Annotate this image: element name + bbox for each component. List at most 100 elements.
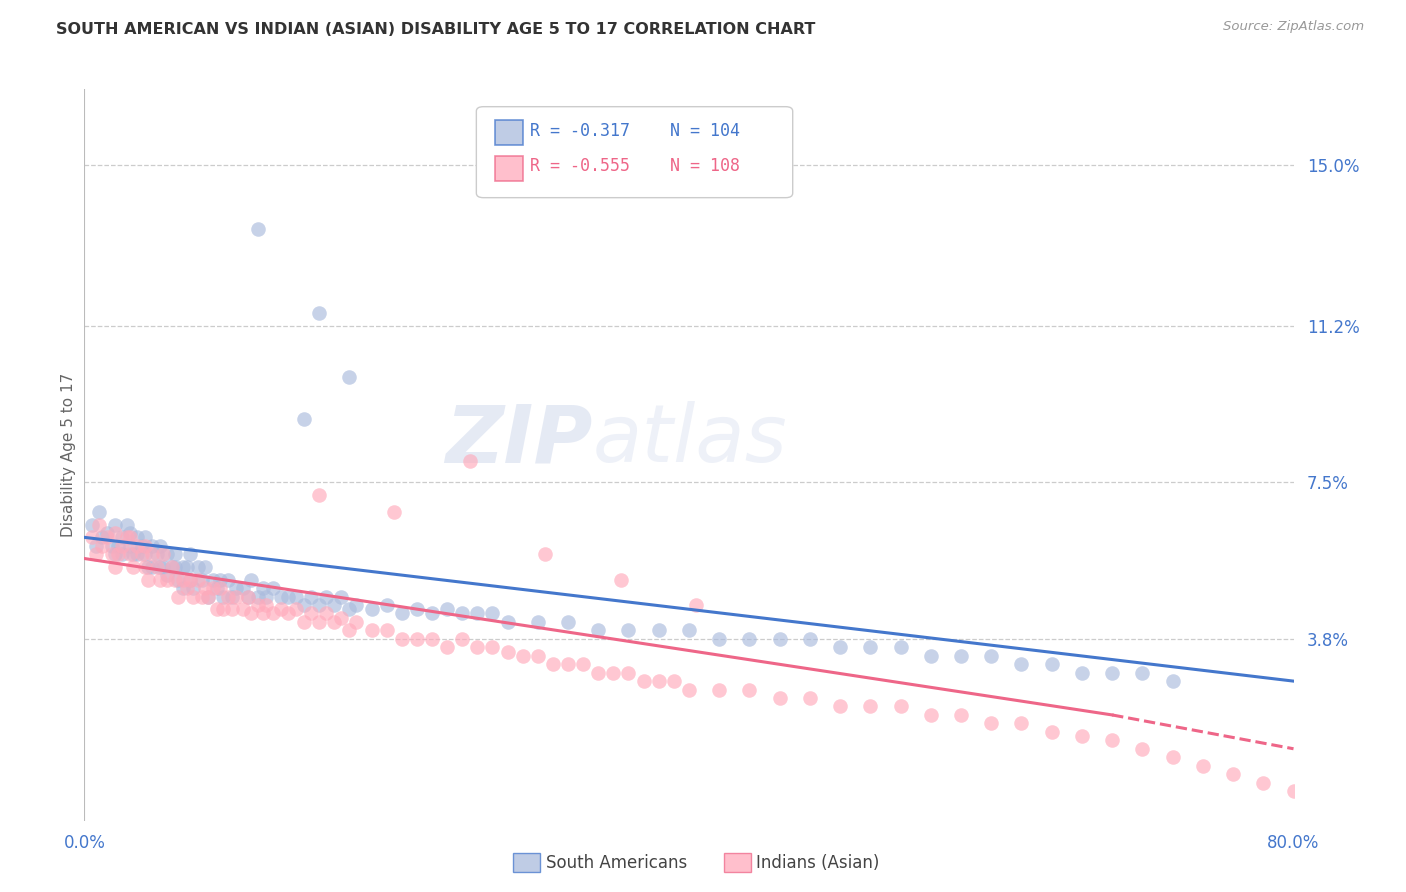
Point: [436, 602, 458, 616]
Point: [104, 526, 127, 541]
Text: Source: ZipAtlas.com: Source: ZipAtlas.com: [1223, 20, 1364, 33]
Point: [217, 590, 239, 604]
Point: [890, 640, 912, 655]
Point: [232, 602, 254, 616]
Point: [149, 573, 172, 587]
Point: [252, 607, 274, 621]
Point: [100, 539, 122, 553]
Point: [247, 598, 270, 612]
Point: [89, 505, 111, 519]
Point: [602, 665, 624, 680]
Point: [236, 590, 259, 604]
Point: [254, 590, 277, 604]
Point: [160, 560, 183, 574]
Point: [458, 454, 481, 468]
Point: [163, 560, 186, 574]
Point: [152, 547, 174, 561]
Point: [950, 708, 973, 723]
Point: [221, 602, 243, 616]
Point: [187, 560, 209, 574]
Point: [134, 539, 156, 553]
Point: [346, 598, 368, 612]
Point: [1010, 657, 1032, 672]
Point: [107, 547, 129, 561]
Point: [1161, 750, 1184, 764]
Point: [131, 547, 153, 561]
Point: [91, 530, 114, 544]
Point: [610, 573, 633, 587]
Point: [96, 530, 118, 544]
Point: [141, 560, 163, 574]
Point: [207, 581, 229, 595]
Point: [225, 590, 247, 604]
Point: [209, 581, 232, 595]
Point: [111, 547, 134, 561]
Point: [225, 581, 247, 595]
Point: [187, 573, 209, 587]
Point: [156, 568, 179, 582]
Point: [254, 598, 277, 612]
Point: [859, 699, 882, 714]
Point: [167, 590, 190, 604]
Point: [118, 539, 141, 553]
Point: [308, 488, 330, 502]
Point: [1010, 716, 1032, 731]
Point: [920, 648, 942, 663]
Point: [239, 573, 262, 587]
Point: [662, 674, 685, 689]
Text: atlas: atlas: [592, 401, 787, 479]
Point: [406, 632, 429, 646]
Point: [1130, 665, 1153, 680]
Point: [141, 547, 163, 561]
Point: [100, 547, 122, 561]
Point: [149, 539, 172, 553]
Point: [451, 607, 474, 621]
Point: [980, 648, 1002, 663]
Point: [134, 530, 156, 544]
Point: [738, 682, 761, 697]
Point: [104, 560, 127, 574]
Point: [481, 607, 503, 621]
Point: [91, 539, 114, 553]
Point: [247, 221, 270, 235]
Point: [163, 573, 186, 587]
Point: [391, 607, 413, 621]
Point: [375, 598, 398, 612]
Point: [557, 615, 579, 629]
Point: [299, 607, 322, 621]
Point: [127, 530, 149, 544]
Point: [467, 607, 489, 621]
Point: [391, 632, 413, 646]
Point: [738, 632, 761, 646]
Point: [617, 624, 640, 638]
Point: [436, 640, 458, 655]
Point: [201, 573, 224, 587]
Point: [156, 573, 179, 587]
Text: Indians (Asian): Indians (Asian): [756, 854, 880, 871]
Point: [194, 581, 217, 595]
Point: [197, 590, 219, 604]
Point: [1251, 775, 1274, 789]
Point: [308, 598, 330, 612]
Point: [526, 615, 548, 629]
Point: [526, 648, 548, 663]
Point: [1071, 729, 1094, 743]
Text: South Americans: South Americans: [546, 854, 686, 871]
Text: R = -0.555    N = 108: R = -0.555 N = 108: [530, 158, 740, 176]
Point: [299, 590, 322, 604]
Point: [859, 640, 882, 655]
Point: [262, 607, 284, 621]
Point: [179, 547, 201, 561]
Point: [1101, 733, 1123, 747]
Point: [156, 547, 179, 561]
Point: [115, 517, 138, 532]
Point: [270, 590, 292, 604]
Point: [337, 369, 360, 384]
Point: [830, 640, 852, 655]
Point: [330, 610, 353, 624]
Point: [315, 607, 337, 621]
Point: [176, 560, 198, 574]
Point: [920, 708, 942, 723]
Point: [181, 590, 204, 604]
Point: [141, 539, 163, 553]
